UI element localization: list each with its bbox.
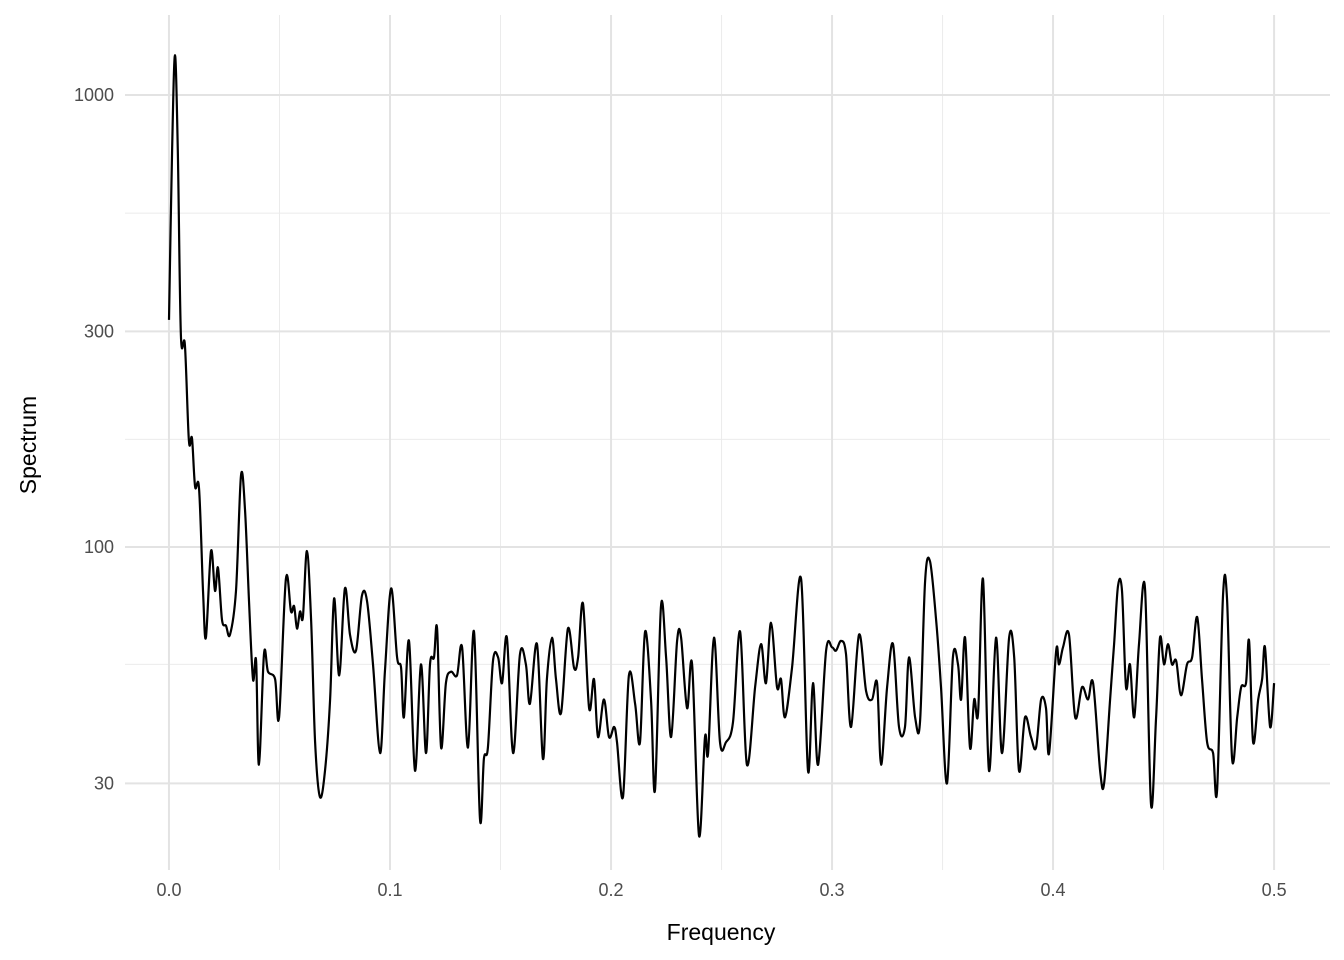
x-tick-label: 0.2	[599, 880, 624, 900]
x-axis-ticks: 0.0 0.1 0.2 0.3 0.4 0.5	[156, 880, 1286, 900]
y-tick-label: 300	[84, 321, 114, 341]
y-tick-label: 100	[84, 537, 114, 557]
y-tick-label: 1000	[74, 85, 114, 105]
x-tick-label: 0.1	[377, 880, 402, 900]
spectrum-line	[167, 54, 1276, 838]
y-tick-label: 30	[94, 773, 114, 793]
x-axis-title: Frequency	[667, 919, 776, 945]
x-tick-label: 0.4	[1041, 880, 1066, 900]
major-gridlines	[125, 15, 1330, 870]
minor-gridlines	[125, 15, 1330, 870]
y-axis-ticks: 30 100 300 1000	[74, 85, 114, 793]
x-tick-label: 0.3	[820, 880, 845, 900]
x-tick-label: 0.5	[1262, 880, 1287, 900]
y-axis-title: Spectrum	[15, 396, 41, 494]
x-tick-label: 0.0	[156, 880, 181, 900]
